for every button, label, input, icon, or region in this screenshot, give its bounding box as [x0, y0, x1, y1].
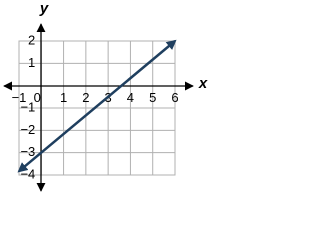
x-tick-label: 4 [127, 90, 134, 105]
chart: x y −1 0 1 2 3 4 5 6−4−3−2−112 [3, 0, 208, 192]
x-tick-label: 1 [60, 90, 67, 105]
line [17, 39, 177, 173]
y-tick-label: −2 [20, 122, 35, 137]
y-axis-label: y [39, 0, 49, 17]
x-tick-label: 6 [171, 90, 178, 105]
x-axis-label: x [198, 75, 208, 92]
x-tick-label: 2 [82, 90, 89, 105]
y-tick-label: −1 [20, 99, 35, 114]
x-tick-label: 5 [149, 90, 156, 105]
y-tick-label: −3 [20, 144, 35, 159]
y-tick-label: 1 [28, 55, 35, 70]
y-tick-label: 2 [28, 32, 35, 47]
